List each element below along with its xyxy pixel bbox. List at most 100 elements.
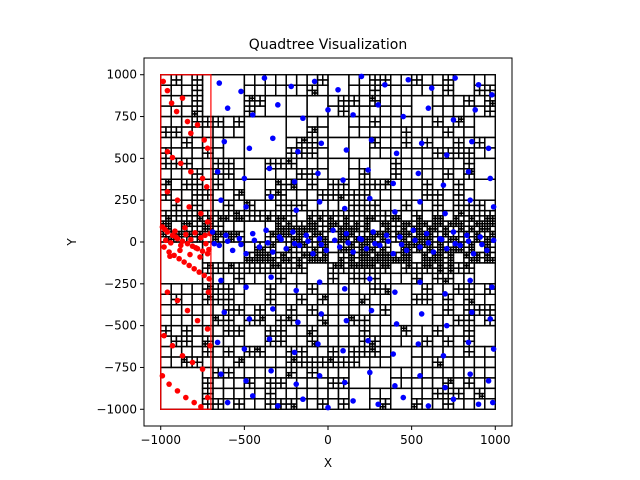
- data-point-blue: [358, 73, 365, 80]
- data-point-blue: [214, 339, 221, 346]
- data-point-blue: [270, 135, 276, 142]
- data-point-blue: [345, 240, 351, 246]
- data-point-blue: [243, 378, 249, 384]
- data-point-blue: [270, 306, 276, 312]
- data-point-red: [188, 168, 194, 175]
- data-point-blue: [278, 236, 284, 243]
- quadtree-cells: [160, 74, 496, 410]
- data-point-red: [191, 399, 197, 406]
- data-point-blue: [340, 347, 346, 354]
- data-point-blue: [243, 284, 249, 290]
- data-point-blue: [318, 311, 325, 317]
- data-point-blue: [442, 384, 448, 391]
- data-point-blue: [390, 250, 397, 257]
- data-point-blue: [363, 245, 370, 252]
- data-point-blue: [275, 102, 281, 108]
- data-point-blue: [417, 279, 423, 285]
- data-point-blue: [350, 249, 356, 255]
- x-axis-label: X: [324, 456, 332, 470]
- data-point-red: [166, 381, 172, 387]
- data-point-red: [174, 197, 181, 203]
- data-point-red: [162, 226, 168, 233]
- data-point-blue: [218, 371, 224, 377]
- data-point-red: [199, 175, 206, 182]
- data-point-blue: [415, 341, 422, 347]
- data-point-red: [184, 307, 191, 314]
- data-point-blue: [224, 105, 231, 111]
- data-point-red: [188, 130, 194, 137]
- data-point-blue: [489, 284, 495, 290]
- y-axis-ticks: −1000 −750 −500 −250 0 250 500 750 1000: [96, 68, 144, 416]
- data-point-blue: [440, 352, 447, 359]
- data-point-blue: [295, 148, 301, 155]
- data-point-red: [174, 297, 181, 304]
- data-point-red: [194, 317, 201, 324]
- y-tick-label: 1000: [106, 68, 137, 82]
- data-point-blue: [465, 238, 472, 244]
- data-point-blue: [485, 378, 492, 384]
- y-tick-label: 500: [114, 151, 137, 165]
- data-point-blue: [316, 279, 323, 285]
- data-point-blue: [417, 373, 423, 379]
- data-point-blue: [238, 241, 244, 248]
- query-region-rect: [160, 74, 212, 410]
- data-point-blue: [377, 242, 383, 249]
- data-point-blue: [417, 199, 423, 205]
- data-point-blue: [316, 199, 323, 205]
- data-point-red: [205, 289, 212, 295]
- data-point-blue: [236, 235, 243, 242]
- data-point-blue: [216, 80, 223, 86]
- data-point-red: [159, 373, 166, 379]
- data-point-blue: [341, 379, 348, 386]
- data-point-blue: [464, 232, 470, 239]
- data-point-blue: [490, 204, 497, 210]
- data-point-red: [161, 332, 167, 339]
- data-point-blue: [300, 396, 306, 403]
- data-point-red: [204, 326, 211, 332]
- data-point-red: [167, 253, 173, 260]
- x-tick-label: 0: [324, 433, 332, 447]
- data-point-blue: [325, 404, 331, 411]
- y-tick-label: 250: [114, 193, 137, 207]
- data-point-blue: [443, 152, 450, 158]
- data-point-red: [198, 210, 204, 217]
- data-point-blue: [489, 399, 496, 406]
- points-layer: [159, 73, 497, 411]
- data-point-blue: [487, 175, 494, 182]
- data-point-red: [197, 254, 203, 260]
- data-point-blue: [442, 210, 448, 217]
- data-point-red: [202, 232, 208, 239]
- data-point-red: [161, 244, 167, 250]
- data-point-blue: [450, 396, 457, 403]
- data-point-red: [204, 394, 211, 401]
- data-point-blue: [382, 81, 388, 88]
- data-point-blue: [340, 177, 346, 183]
- data-point-blue: [343, 317, 350, 324]
- data-point-blue: [418, 140, 425, 147]
- y-tick-label: −1000: [96, 402, 137, 416]
- data-point-red: [206, 276, 213, 282]
- data-point-blue: [310, 250, 316, 257]
- data-point-blue: [375, 401, 381, 408]
- data-point-blue: [323, 247, 330, 254]
- data-point-blue: [350, 398, 356, 404]
- data-point-red: [204, 145, 211, 152]
- data-point-red: [178, 160, 184, 167]
- data-point-red: [182, 224, 188, 231]
- data-point-blue: [316, 373, 323, 379]
- data-point-blue: [390, 351, 397, 357]
- data-point-blue: [443, 322, 450, 329]
- data-point-red: [164, 148, 171, 155]
- data-point-red: [201, 137, 208, 143]
- data-point-blue: [293, 287, 300, 294]
- data-point-blue: [291, 178, 298, 185]
- data-point-blue: [443, 245, 450, 252]
- data-point-blue: [465, 168, 472, 175]
- data-point-blue: [341, 286, 348, 292]
- data-point-blue: [246, 316, 253, 322]
- data-point-blue: [423, 230, 430, 237]
- data-point-blue: [343, 147, 350, 153]
- data-point-blue: [295, 319, 301, 326]
- data-point-red: [183, 394, 189, 401]
